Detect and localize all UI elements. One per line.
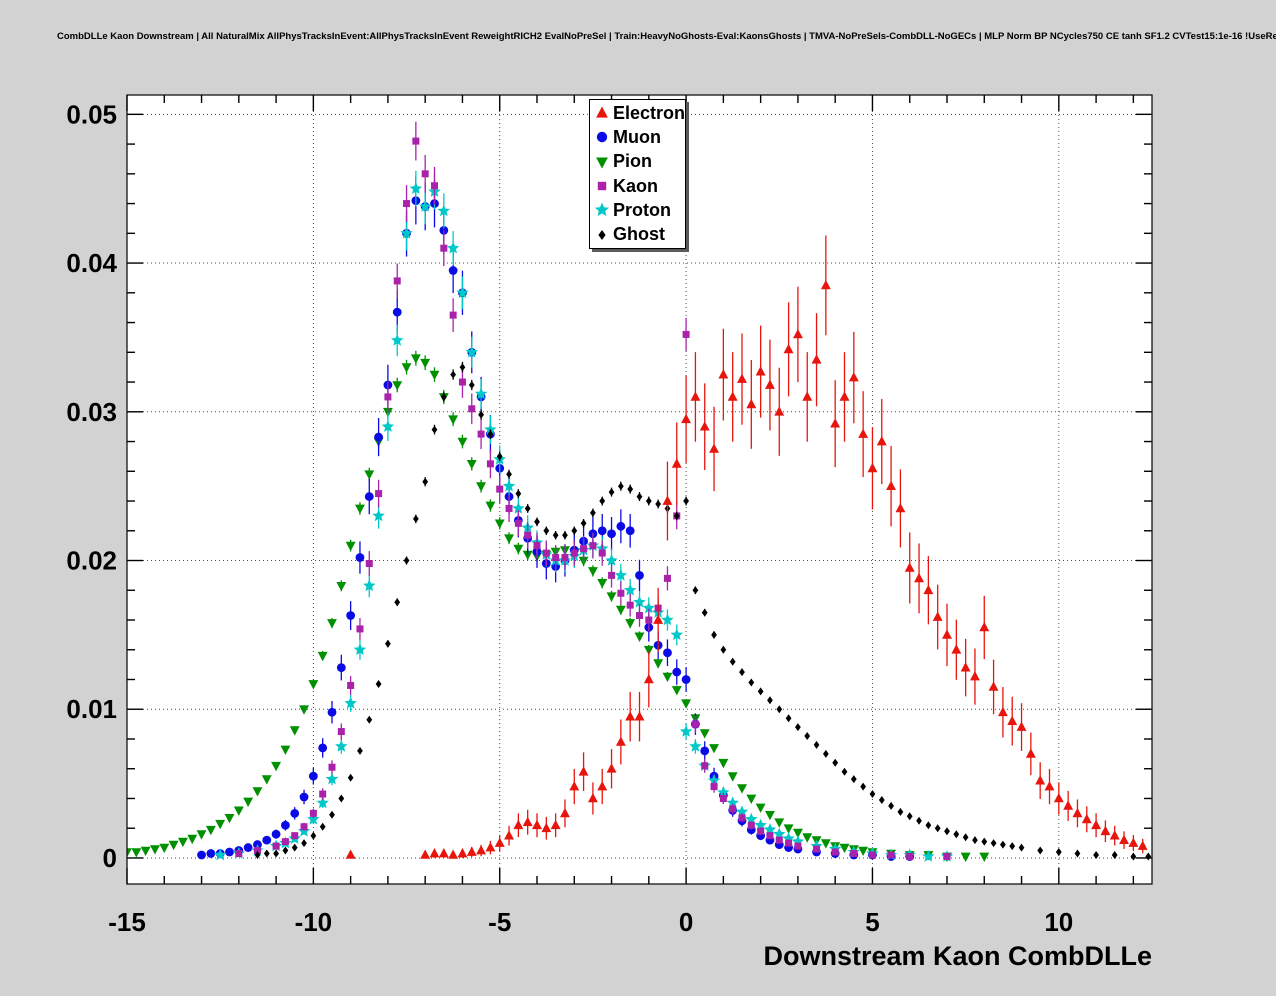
y-tick-label: 0.03 — [66, 397, 117, 427]
legend-entry-ghost: Ghost — [590, 222, 685, 246]
legend-label: Electron — [613, 102, 686, 123]
x-tick-label: 10 — [1044, 907, 1073, 937]
x-tick-label: -10 — [295, 907, 333, 937]
y-tick-label: 0.04 — [66, 248, 117, 278]
x-tick-label: 5 — [865, 907, 879, 937]
triangle-up-marker-icon — [596, 106, 608, 118]
y-tick-label: 0 — [103, 843, 117, 873]
x-axis-title: Downstream Kaon CombDLLe — [763, 941, 1152, 971]
legend-label: Muon — [613, 126, 661, 147]
axis-ticks — [126, 95, 1152, 884]
diamond-marker-icon — [598, 229, 606, 240]
triangle-down-marker-icon — [596, 157, 608, 169]
square-marker-icon — [597, 181, 607, 191]
legend-label: Kaon — [613, 175, 658, 196]
y-tick-label: 0.02 — [66, 546, 117, 576]
plot-title: CombDLLe Kaon Downstream | All NaturalMi… — [57, 31, 1276, 42]
legend-label: Pion — [613, 151, 652, 172]
series-ghost — [254, 361, 1152, 861]
series-electron — [345, 235, 1148, 859]
y-tick-label: 0.01 — [66, 694, 117, 724]
legend-entry-kaon: Kaon — [590, 174, 685, 198]
y-tick-label: 0.05 — [66, 99, 117, 129]
legend-label: Ghost — [613, 224, 665, 245]
legend-entry-muon: Muon — [590, 125, 685, 149]
circle-marker-icon — [596, 132, 608, 143]
legend: Electron Muon Pion Kaon Proton Ghost — [589, 99, 686, 249]
x-tick-label: -15 — [108, 907, 146, 937]
tick-labels: -15 -10 -5 0 5 10 0 0.01 0.02 0.03 0.04 0.05 — [66, 99, 1073, 937]
legend-entry-proton: Proton — [590, 198, 685, 222]
legend-label: Proton — [613, 199, 671, 220]
legend-entry-electron: Electron — [590, 101, 685, 125]
series-proton — [214, 170, 954, 862]
series-pion — [127, 350, 990, 862]
x-tick-label: -5 — [488, 907, 511, 937]
legend-entry-pion: Pion — [590, 150, 685, 174]
star-marker-icon — [594, 202, 610, 217]
x-tick-label: 0 — [679, 907, 693, 937]
